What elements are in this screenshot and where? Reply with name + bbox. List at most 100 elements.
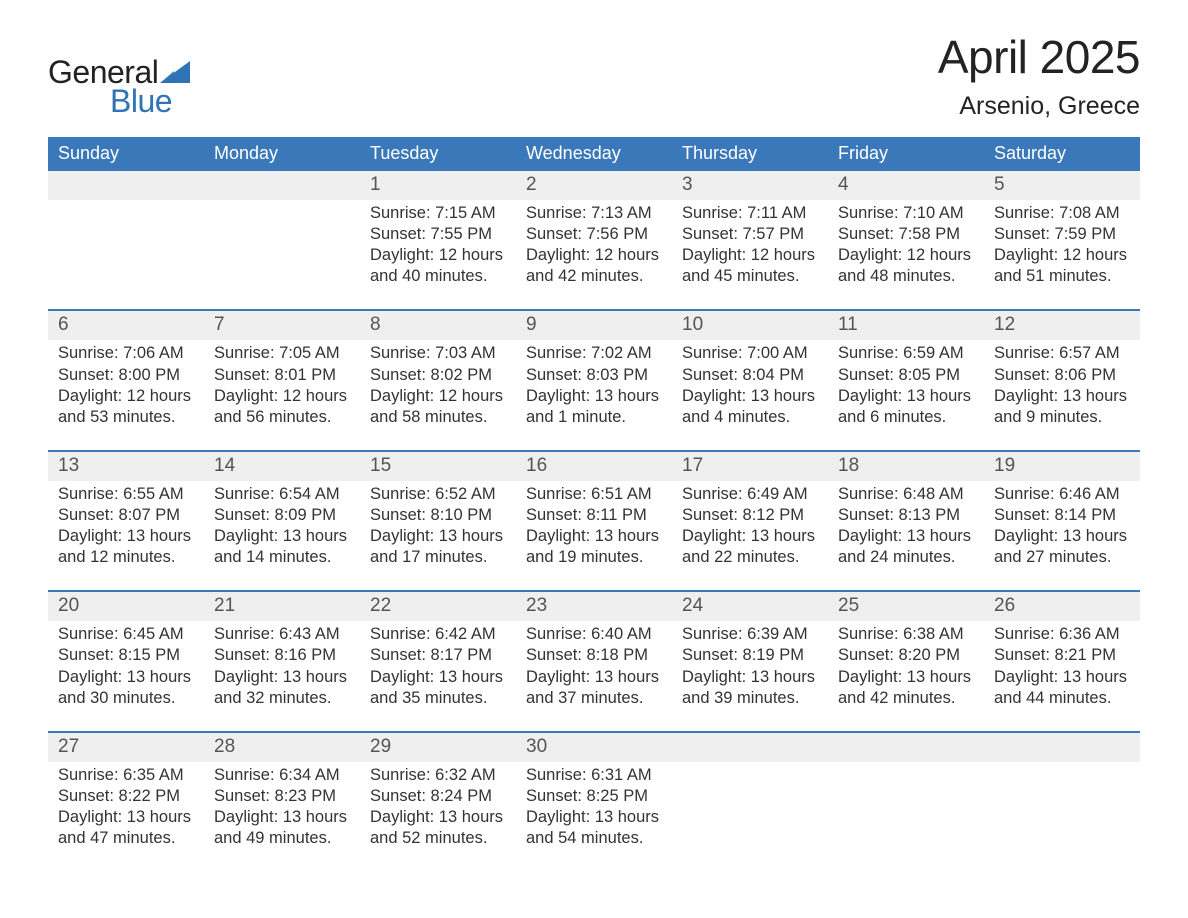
day-details: Sunrise: 7:11 AMSunset: 7:57 PMDaylight:…	[672, 200, 828, 287]
day-sunset-text: Sunset: 8:09 PM	[214, 505, 350, 526]
day-number: 20	[48, 592, 204, 621]
day-sunrise-text: Sunrise: 6:51 AM	[526, 484, 662, 505]
calendar-day-cell: 24Sunrise: 6:39 AMSunset: 8:19 PMDayligh…	[672, 592, 828, 730]
day-of-week-label: Sunday	[48, 137, 204, 171]
day-of-week-label: Tuesday	[360, 137, 516, 171]
calendar-body: 1Sunrise: 7:15 AMSunset: 7:55 PMDaylight…	[48, 171, 1140, 871]
day-daylight2-text: and 54 minutes.	[526, 828, 662, 849]
day-sunset-text: Sunset: 7:56 PM	[526, 224, 662, 245]
header: General Blue April 2025 Arsenio, Greece	[48, 30, 1140, 121]
day-sunset-text: Sunset: 7:55 PM	[370, 224, 506, 245]
day-number	[984, 733, 1140, 762]
logo: General Blue	[48, 54, 190, 120]
day-daylight2-text: and 48 minutes.	[838, 266, 974, 287]
day-details: Sunrise: 7:13 AMSunset: 7:56 PMDaylight:…	[516, 200, 672, 287]
calendar-day-cell: 14Sunrise: 6:54 AMSunset: 8:09 PMDayligh…	[204, 452, 360, 590]
day-sunset-text: Sunset: 8:19 PM	[682, 645, 818, 666]
day-daylight2-text: and 32 minutes.	[214, 688, 350, 709]
day-number: 9	[516, 311, 672, 340]
day-daylight1-text: Daylight: 12 hours	[526, 245, 662, 266]
day-number: 8	[360, 311, 516, 340]
calendar-day-cell: 7Sunrise: 7:05 AMSunset: 8:01 PMDaylight…	[204, 311, 360, 449]
day-number: 28	[204, 733, 360, 762]
title-block: April 2025 Arsenio, Greece	[938, 30, 1140, 121]
day-sunrise-text: Sunrise: 7:10 AM	[838, 203, 974, 224]
day-sunset-text: Sunset: 7:59 PM	[994, 224, 1130, 245]
calendar-day-cell: 16Sunrise: 6:51 AMSunset: 8:11 PMDayligh…	[516, 452, 672, 590]
day-daylight1-text: Daylight: 13 hours	[214, 667, 350, 688]
calendar-week-row: 13Sunrise: 6:55 AMSunset: 8:07 PMDayligh…	[48, 450, 1140, 590]
day-daylight1-text: Daylight: 13 hours	[214, 526, 350, 547]
day-daylight2-text: and 44 minutes.	[994, 688, 1130, 709]
day-number: 23	[516, 592, 672, 621]
day-sunrise-text: Sunrise: 7:11 AM	[682, 203, 818, 224]
day-daylight2-text: and 56 minutes.	[214, 407, 350, 428]
calendar-day-cell: 21Sunrise: 6:43 AMSunset: 8:16 PMDayligh…	[204, 592, 360, 730]
day-daylight2-text: and 47 minutes.	[58, 828, 194, 849]
day-number: 2	[516, 171, 672, 200]
day-details: Sunrise: 6:42 AMSunset: 8:17 PMDaylight:…	[360, 621, 516, 708]
day-details: Sunrise: 6:31 AMSunset: 8:25 PMDaylight:…	[516, 762, 672, 849]
day-of-week-label: Wednesday	[516, 137, 672, 171]
calendar: SundayMondayTuesdayWednesdayThursdayFrid…	[48, 137, 1140, 871]
day-daylight2-text: and 24 minutes.	[838, 547, 974, 568]
day-number: 15	[360, 452, 516, 481]
calendar-day-cell: 3Sunrise: 7:11 AMSunset: 7:57 PMDaylight…	[672, 171, 828, 309]
day-details: Sunrise: 6:54 AMSunset: 8:09 PMDaylight:…	[204, 481, 360, 568]
day-daylight1-text: Daylight: 13 hours	[214, 807, 350, 828]
calendar-day-cell: 4Sunrise: 7:10 AMSunset: 7:58 PMDaylight…	[828, 171, 984, 309]
day-sunset-text: Sunset: 8:07 PM	[58, 505, 194, 526]
day-details: Sunrise: 6:49 AMSunset: 8:12 PMDaylight:…	[672, 481, 828, 568]
day-of-week-label: Saturday	[984, 137, 1140, 171]
day-sunset-text: Sunset: 8:12 PM	[682, 505, 818, 526]
day-sunset-text: Sunset: 8:05 PM	[838, 365, 974, 386]
calendar-day-cell	[828, 733, 984, 871]
day-of-week-label: Friday	[828, 137, 984, 171]
day-sunrise-text: Sunrise: 6:39 AM	[682, 624, 818, 645]
day-number	[204, 171, 360, 200]
day-sunset-text: Sunset: 8:11 PM	[526, 505, 662, 526]
day-number: 5	[984, 171, 1140, 200]
day-number: 25	[828, 592, 984, 621]
day-details: Sunrise: 6:51 AMSunset: 8:11 PMDaylight:…	[516, 481, 672, 568]
day-sunset-text: Sunset: 8:10 PM	[370, 505, 506, 526]
calendar-day-cell: 1Sunrise: 7:15 AMSunset: 7:55 PMDaylight…	[360, 171, 516, 309]
day-details: Sunrise: 7:10 AMSunset: 7:58 PMDaylight:…	[828, 200, 984, 287]
day-sunrise-text: Sunrise: 7:05 AM	[214, 343, 350, 364]
day-details: Sunrise: 6:57 AMSunset: 8:06 PMDaylight:…	[984, 340, 1140, 427]
day-number: 1	[360, 171, 516, 200]
day-sunset-text: Sunset: 8:03 PM	[526, 365, 662, 386]
day-daylight2-text: and 30 minutes.	[58, 688, 194, 709]
calendar-day-cell	[984, 733, 1140, 871]
day-daylight1-text: Daylight: 13 hours	[58, 807, 194, 828]
day-sunset-text: Sunset: 8:14 PM	[994, 505, 1130, 526]
day-sunrise-text: Sunrise: 6:48 AM	[838, 484, 974, 505]
day-details: Sunrise: 6:46 AMSunset: 8:14 PMDaylight:…	[984, 481, 1140, 568]
day-sunrise-text: Sunrise: 6:57 AM	[994, 343, 1130, 364]
day-number: 27	[48, 733, 204, 762]
calendar-week-row: 27Sunrise: 6:35 AMSunset: 8:22 PMDayligh…	[48, 731, 1140, 871]
day-daylight2-text: and 51 minutes.	[994, 266, 1130, 287]
day-number: 24	[672, 592, 828, 621]
calendar-week-row: 20Sunrise: 6:45 AMSunset: 8:15 PMDayligh…	[48, 590, 1140, 730]
day-number	[672, 733, 828, 762]
day-sunrise-text: Sunrise: 7:03 AM	[370, 343, 506, 364]
day-sunrise-text: Sunrise: 6:59 AM	[838, 343, 974, 364]
day-sunset-text: Sunset: 8:23 PM	[214, 786, 350, 807]
day-sunrise-text: Sunrise: 6:35 AM	[58, 765, 194, 786]
calendar-day-cell: 29Sunrise: 6:32 AMSunset: 8:24 PMDayligh…	[360, 733, 516, 871]
day-sunrise-text: Sunrise: 7:02 AM	[526, 343, 662, 364]
day-details: Sunrise: 6:40 AMSunset: 8:18 PMDaylight:…	[516, 621, 672, 708]
day-number: 10	[672, 311, 828, 340]
day-sunset-text: Sunset: 8:25 PM	[526, 786, 662, 807]
day-sunset-text: Sunset: 8:22 PM	[58, 786, 194, 807]
day-daylight1-text: Daylight: 13 hours	[838, 526, 974, 547]
day-number: 11	[828, 311, 984, 340]
day-daylight1-text: Daylight: 13 hours	[526, 667, 662, 688]
day-sunset-text: Sunset: 8:13 PM	[838, 505, 974, 526]
calendar-day-cell: 15Sunrise: 6:52 AMSunset: 8:10 PMDayligh…	[360, 452, 516, 590]
calendar-day-cell: 18Sunrise: 6:48 AMSunset: 8:13 PMDayligh…	[828, 452, 984, 590]
day-sunrise-text: Sunrise: 7:13 AM	[526, 203, 662, 224]
day-daylight2-text: and 45 minutes.	[682, 266, 818, 287]
page-subtitle-location: Arsenio, Greece	[938, 92, 1140, 121]
